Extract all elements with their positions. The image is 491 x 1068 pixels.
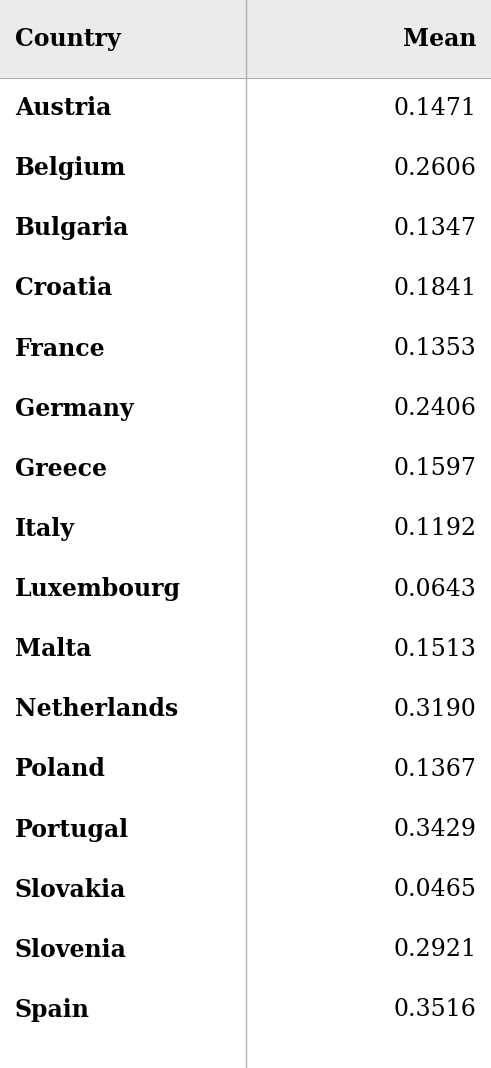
- Text: 0.0643: 0.0643: [393, 578, 476, 600]
- Text: Spain: Spain: [15, 998, 89, 1022]
- Text: 0.3429: 0.3429: [393, 818, 476, 842]
- FancyBboxPatch shape: [0, 78, 491, 1040]
- Text: Belgium: Belgium: [15, 156, 126, 180]
- Text: Croatia: Croatia: [15, 277, 112, 300]
- Text: 0.1347: 0.1347: [393, 217, 476, 240]
- Text: Slovakia: Slovakia: [15, 878, 126, 901]
- Text: Luxembourg: Luxembourg: [15, 577, 181, 601]
- Text: Slovenia: Slovenia: [15, 938, 127, 962]
- Text: Country: Country: [15, 27, 120, 51]
- Text: Netherlands: Netherlands: [15, 697, 178, 721]
- Text: Mean: Mean: [403, 27, 476, 51]
- Text: 0.1192: 0.1192: [393, 517, 476, 540]
- Text: 0.3516: 0.3516: [393, 999, 476, 1021]
- Text: 0.1353: 0.1353: [393, 337, 476, 360]
- Text: 0.2606: 0.2606: [393, 157, 476, 179]
- Text: 0.0465: 0.0465: [393, 878, 476, 901]
- Text: 0.2921: 0.2921: [393, 939, 476, 961]
- Text: 0.3190: 0.3190: [393, 697, 476, 721]
- Text: 0.2406: 0.2406: [393, 397, 476, 420]
- Text: 0.1597: 0.1597: [393, 457, 476, 481]
- Text: Poland: Poland: [15, 757, 106, 782]
- Text: Portugal: Portugal: [15, 818, 129, 842]
- Text: 0.1367: 0.1367: [393, 758, 476, 781]
- Text: Germany: Germany: [15, 396, 134, 421]
- Text: 0.1513: 0.1513: [393, 638, 476, 661]
- Text: Austria: Austria: [15, 96, 111, 120]
- Text: 0.1471: 0.1471: [393, 96, 476, 120]
- FancyBboxPatch shape: [0, 0, 491, 78]
- Text: 0.1841: 0.1841: [393, 277, 476, 300]
- Text: France: France: [15, 336, 106, 361]
- Text: Greece: Greece: [15, 457, 107, 481]
- Text: Bulgaria: Bulgaria: [15, 217, 129, 240]
- Text: Italy: Italy: [15, 517, 75, 540]
- Text: Malta: Malta: [15, 638, 91, 661]
